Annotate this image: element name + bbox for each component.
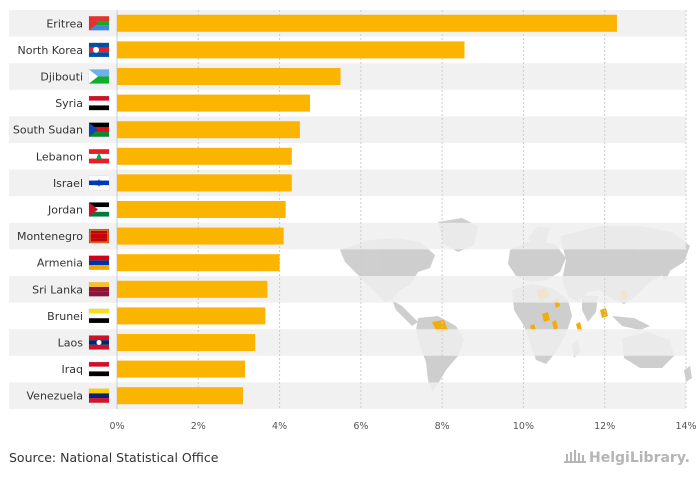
x-tick-label: 12% [594, 421, 615, 432]
north-korea-flag-icon [88, 42, 110, 58]
row-band [9, 222, 686, 250]
bar [117, 254, 280, 272]
x-tick-label: 10% [513, 421, 534, 432]
bar [117, 387, 243, 405]
bar-chart: Eritrea North Korea Djibouti Syria South Sud… [9, 10, 697, 432]
category-label: Brunei [47, 310, 83, 323]
laos-flag-icon [88, 335, 110, 350]
bar [117, 307, 266, 325]
bar [117, 68, 341, 85]
category-label: Sri Lanka [32, 283, 83, 296]
library-building-icon [564, 450, 586, 463]
row-band [9, 116, 686, 143]
bar [117, 147, 292, 165]
armenia-flag-icon [88, 255, 110, 270]
lebanon-flag-icon [88, 149, 110, 164]
iraq-flag-icon [88, 361, 110, 377]
israel-flag-icon [88, 175, 110, 191]
x-tick-label: 4% [272, 421, 287, 432]
flag-icons [88, 16, 110, 403]
category-label: South Sudan [13, 124, 83, 137]
category-label: Armenia [37, 257, 83, 270]
category-label: Venezuela [27, 390, 84, 403]
row-band [9, 329, 686, 356]
x-tick-label: 6% [353, 421, 368, 432]
category-label: Syria [55, 97, 83, 110]
row-band [9, 276, 686, 303]
sri-lanka-flag-icon [88, 282, 110, 297]
bar [117, 227, 284, 245]
category-label: Iraq [62, 363, 84, 376]
bar [117, 14, 617, 32]
brand-logo: HelgiLibrary. [564, 450, 690, 466]
category-label: Montenegro [17, 230, 83, 243]
category-label: Israel [53, 177, 83, 190]
x-tick-label: 8% [435, 421, 450, 432]
bar [117, 334, 256, 351]
category-label: Jordan [47, 204, 83, 217]
south-sudan-flag-icon [88, 122, 110, 137]
bar [117, 121, 300, 139]
source-note: Source: National Statistical Office [9, 450, 219, 465]
brunei-flag-icon [88, 308, 110, 324]
jordan-flag-icon [88, 202, 110, 217]
category-label: Lebanon [36, 150, 83, 163]
x-tick-label: 2% [191, 421, 206, 432]
row-bands [9, 10, 686, 409]
x-axis-ticks: 0% 2% 4% 6% 8% 10% 12% 14% [109, 421, 696, 432]
category-label: Djibouti [40, 71, 83, 84]
djibouti-flag-icon [88, 69, 110, 84]
venezuela-flag-icon [88, 388, 110, 403]
bar [117, 360, 246, 378]
x-tick-label: 0% [109, 421, 124, 432]
row-band [9, 382, 686, 409]
category-label: Eritrea [46, 17, 83, 30]
bar [117, 94, 311, 112]
category-labels: Eritrea North Korea Djibouti Syria South Sud… [13, 17, 83, 402]
bar [117, 280, 268, 298]
syria-flag-icon [88, 95, 110, 111]
bar [117, 41, 465, 59]
category-label: North Korea [18, 44, 83, 57]
x-tick-label: 14% [675, 421, 696, 432]
bar [117, 201, 286, 218]
brand-name: HelgiLibrary. [589, 450, 690, 466]
category-label: Laos [58, 337, 84, 350]
bar [117, 174, 292, 192]
row-band [9, 169, 686, 197]
row-band [9, 63, 686, 90]
eritrea-flag-icon [88, 16, 110, 31]
bar-series [117, 14, 617, 405]
montenegro-flag-icon [88, 228, 110, 244]
